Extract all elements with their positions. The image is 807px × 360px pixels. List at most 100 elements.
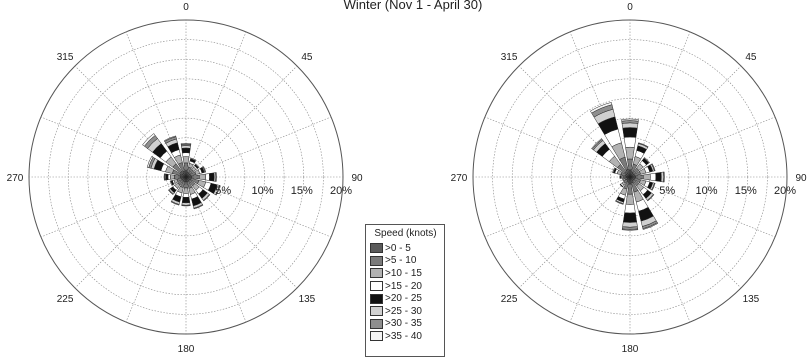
wind-wedge [622,127,638,138]
radial-tick-label: 15% [735,185,757,197]
direction-label: 135 [743,294,760,305]
direction-label: 225 [501,294,518,305]
grid-spoke [569,31,631,178]
wind-wedge [193,204,204,210]
wind-wedge [621,228,639,231]
grid-spoke [629,176,742,289]
grid-spoke [629,176,776,238]
wind-wedge [180,142,192,145]
legend-label: >5 - 10 [385,255,417,267]
wind-wedge [182,152,190,158]
grid-spoke [518,65,631,178]
legend-item: >30 - 35 [370,318,441,331]
legend-label: >25 - 30 [385,305,422,317]
wind-wedge [642,173,651,181]
grid-ring [126,117,246,237]
wind-wedge [651,163,656,172]
legend-swatch [370,255,383,266]
wind-wedge [198,173,206,181]
direction-label: 0 [627,2,633,13]
radial-tick-label: 10% [251,185,273,197]
wind-wedge [623,136,637,148]
grid-spoke [40,116,187,178]
wind-wedge [622,175,627,179]
wind-wedge [146,156,154,168]
legend-swatch [370,243,383,254]
wind-wedge [170,200,180,206]
radial-tick-label: 10% [695,185,717,197]
direction-label: 315 [57,52,74,63]
grid-ring [48,39,324,315]
wind-wedge [612,167,616,174]
wind-wedge [190,157,197,162]
grid-spoke [629,31,691,178]
wind-wedge [181,196,191,204]
grid-ring [492,39,768,315]
wind-wedge [638,142,649,148]
legend-item: >35 - 40 [370,330,441,343]
grid-spoke [629,116,776,178]
wind-wedge [169,180,173,186]
direction-label: 180 [178,344,195,355]
wind-wedge [649,172,657,182]
grid-spoke [518,176,631,289]
wind-wedge [624,203,636,214]
speed-legend: Speed (knots) >0 - 5 >5 - 10 >10 - 15 >15 -… [365,224,445,357]
direction-label: 45 [745,52,757,63]
wind-wedge [590,102,613,114]
figure-title: Winter (Nov 1 - April 30) [343,0,483,12]
wind-wedge [651,182,656,191]
wind-rose-1: 0 45 90 135 180 225 270 315 5% 10% 15% 20% [7,2,363,355]
wind-wedge [215,185,221,196]
grid-spoke [484,176,631,238]
wind-wedge [181,204,191,207]
grid-spoke [629,65,742,178]
wind-wedge [655,172,662,182]
wind-wedge [663,171,665,183]
grid-spoke [185,116,332,178]
wind-wedge [642,222,659,230]
wind-wedge [622,178,625,182]
wind-wedge [627,183,633,195]
wind-wedge [184,181,188,189]
legend-swatch [370,268,383,279]
grid-ring [570,117,690,237]
radial-tick-label: 5% [659,185,675,197]
wind-wedge [170,174,175,180]
wind-wedge [591,138,603,150]
wind-wedge [183,187,189,194]
wind-wedge [627,158,633,171]
legend-item: >5 - 10 [370,255,441,268]
wind-wedge [205,173,210,181]
direction-label: 270 [451,173,468,184]
legend-swatch [370,318,383,329]
wind-wedge [202,166,207,173]
legend-label: >0 - 5 [385,242,411,254]
wind-wedge [167,174,171,180]
legend-item: >20 - 25 [370,292,441,305]
wind-wedge [202,193,211,202]
grid-spoke [185,176,332,238]
wind-wedge [635,174,644,180]
wind-wedge [625,146,635,160]
wind-wedge [625,193,635,205]
wind-wedge [621,118,639,122]
wind-wedge [622,221,638,228]
grid-spoke [125,176,187,323]
wind-wedge [167,189,174,196]
direction-label: 90 [351,173,363,184]
grid-spoke [185,176,247,323]
wind-wedge [183,162,189,172]
wind-wedge [163,173,166,181]
radial-tick-label: 20% [330,185,352,197]
grid-spoke [569,176,631,323]
wind-wedge [182,156,190,164]
legend-label: >30 - 35 [385,318,422,330]
direction-label: 135 [299,294,316,305]
legend-item: >0 - 5 [370,242,441,255]
legend-swatch [370,281,383,292]
wind-wedge [619,175,621,179]
wind-wedge [173,174,181,180]
wind-wedge [165,173,169,181]
